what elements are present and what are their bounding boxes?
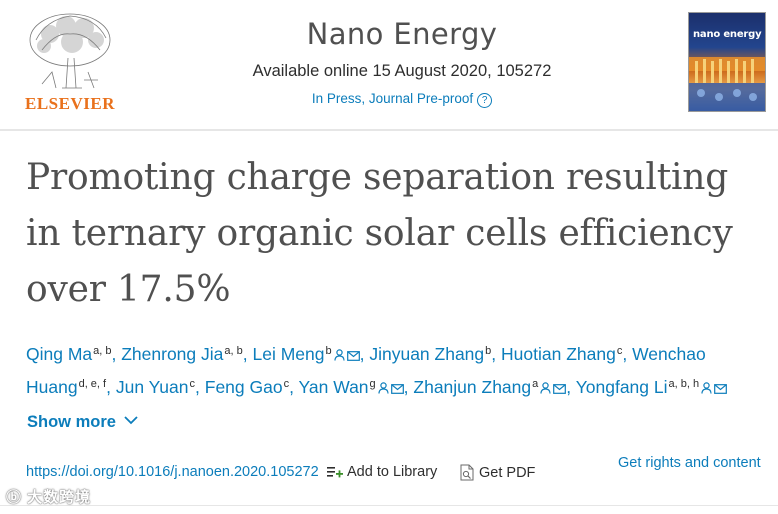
watermark-logo: ⓑ 大数跨境 [6,489,92,506]
author-link[interactable]: Zhanjun Zhanga [413,377,567,397]
email-icon[interactable] [346,341,360,370]
show-more-label[interactable]: Show more [27,413,116,431]
email-icon[interactable] [553,374,567,403]
author-name[interactable]: Qing Ma [26,344,93,364]
person-icon[interactable] [378,374,389,403]
author-link[interactable]: Huotian Zhangc [501,344,622,364]
add-to-library-label[interactable]: Add to Library [347,464,438,480]
author-name[interactable]: Zhenrong Jia [121,344,224,364]
add-to-library-icon [327,467,343,478]
author-link[interactable]: Jun Yuanc [116,377,195,397]
author-name[interactable]: Jinyuan Zhang [369,344,485,364]
author-affiliation: d, e, f [78,378,107,390]
availability-date: Available online 15 August 2020, 105272 [252,62,552,80]
author-link[interactable]: Lei Mengb [252,344,360,364]
author-affiliation: a [532,378,539,390]
elsevier-logo[interactable] [22,10,118,112]
header-divider [0,129,778,131]
author-affiliation: a, b [93,345,112,357]
author-affiliation: b [325,345,332,357]
author-affiliation: b [485,345,492,357]
author-name[interactable]: Yongfang Li [575,377,668,397]
chevron-down-icon[interactable] [124,411,138,430]
author-link[interactable]: Feng Gaoc [205,377,289,397]
author-link[interactable]: Yan Wang [299,377,404,397]
get-pdf-button[interactable]: Get PDF [460,464,535,481]
person-icon[interactable] [334,341,345,370]
author-link[interactable]: Wenchao Huangd, e, f [26,344,706,397]
author-name[interactable]: Jun Yuan [115,377,189,397]
author-link[interactable]: Yongfang Lia, b, h [576,377,727,397]
author-list: Qing Maa, b, Zhenrong Jiaa, b, Lei Mengb… [26,337,771,403]
tree-icon [29,13,111,89]
author-link[interactable]: Jinyuan Zhangb [369,344,491,364]
status-label[interactable]: In Press, Journal Pre-proof [311,91,474,106]
publication-status[interactable]: In Press, Journal Pre-proof? [200,90,604,108]
get-pdf-label[interactable]: Get PDF [479,465,536,481]
author-link[interactable]: Qing Maa, b [26,344,112,364]
author-name[interactable]: Yan Wan [298,377,369,397]
person-icon[interactable] [540,374,551,403]
author-affiliation: g [369,378,376,390]
email-icon[interactable] [390,374,404,403]
author-affiliation: a, b [224,345,243,357]
add-to-library-button[interactable]: Add to Library [326,464,437,480]
show-more-button[interactable]: Show more [27,411,138,432]
pdf-document-icon [460,464,474,481]
author-affiliation: c [189,378,196,390]
author-name[interactable]: Wenchao Huang [26,344,706,397]
author-name[interactable]: Huotian Zhang [501,344,616,364]
author-affiliation: c [616,345,623,357]
cover-title: nano energy [693,29,762,40]
cover-art-icon [689,57,765,111]
author-affiliation: c [283,378,290,390]
get-rights-link[interactable]: Get rights and content [618,455,761,471]
author-affiliation: a, b, h [668,378,700,390]
author-name[interactable]: Feng Gao [204,377,283,397]
doi-link[interactable]: https://doi.org/10.1016/j.nanoen.2020.10… [26,464,319,480]
email-icon[interactable] [714,374,727,403]
watermark-text: 大数跨境 [27,489,92,506]
footer-divider [0,505,778,506]
author-name[interactable]: Lei Meng [252,344,325,364]
article-title: Promoting charge separation resulting in… [26,157,733,310]
author-link[interactable]: Zhenrong Jiaa, b [121,344,243,364]
journal-header: Nano Energy Available online 15 August 2… [200,14,604,108]
help-icon[interactable]: ? [477,93,493,108]
author-name[interactable]: Zhanjun Zhang [413,377,532,397]
person-icon[interactable] [701,374,712,403]
journal-title-link[interactable]: Nano Energy [306,17,498,51]
publisher-name: ELSEVIER [25,94,115,113]
journal-cover-image[interactable]: nano energy [688,12,766,112]
